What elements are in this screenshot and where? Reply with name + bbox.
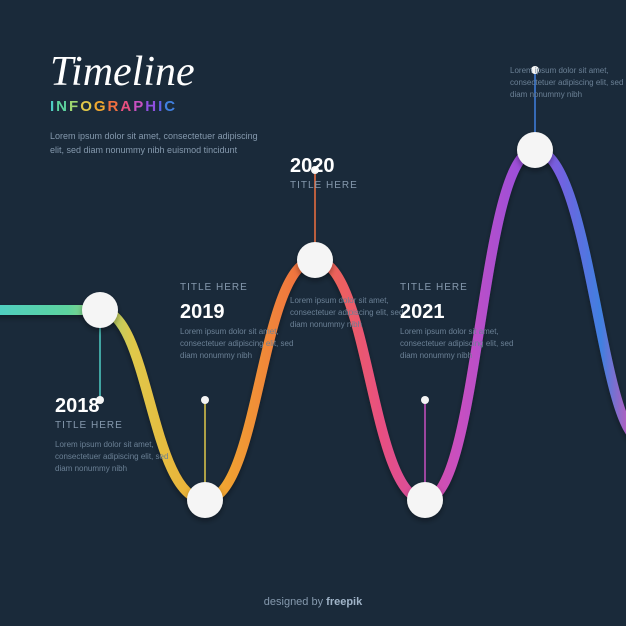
timeline-block: 2018 TITLE HERE Lorem ipsum dolor sit amet… [55, 395, 175, 475]
timeline-block: Lorem ipsum dolor sit amet, consectetuer… [290, 295, 410, 331]
attribution-brand: freepik [326, 596, 362, 608]
subtitle: INFOGRAPHIC [50, 98, 177, 115]
block-desc: Lorem ipsum dolor sit amet, consectetuer… [400, 326, 520, 362]
block-year: 2020 [290, 155, 410, 178]
block-label: TITLE HERE [290, 180, 410, 191]
block-label: TITLE HERE [180, 282, 300, 293]
attribution-prefix: designed by [264, 596, 326, 608]
block-label: TITLE HERE [400, 282, 520, 293]
timeline-block: 2020 TITLE HERE [290, 155, 410, 199]
attribution: designed by freepik [0, 596, 626, 608]
block-year: 2021 [400, 301, 520, 324]
block-desc: Lorem ipsum dolor sit amet, consectetuer… [510, 65, 626, 101]
timeline-block: Lorem ipsum dolor sit amet, consectetuer… [510, 65, 626, 101]
block-label: TITLE HERE [55, 420, 175, 431]
block-year: 2019 [180, 301, 300, 324]
block-year: 2018 [55, 395, 175, 418]
title: Timeline [50, 48, 195, 96]
timeline-block: TITLE HERE 2021Lorem ipsum dolor sit amet… [400, 282, 520, 362]
block-desc: Lorem ipsum dolor sit amet, consectetuer… [290, 295, 410, 331]
intro-text: Lorem ipsum dolor sit amet, consectetuer… [50, 130, 260, 157]
block-desc: Lorem ipsum dolor sit amet, consectetuer… [55, 439, 175, 475]
timeline-block: TITLE HERE 2019Lorem ipsum dolor sit amet… [180, 282, 300, 362]
block-desc: Lorem ipsum dolor sit amet, consectetuer… [180, 326, 300, 362]
